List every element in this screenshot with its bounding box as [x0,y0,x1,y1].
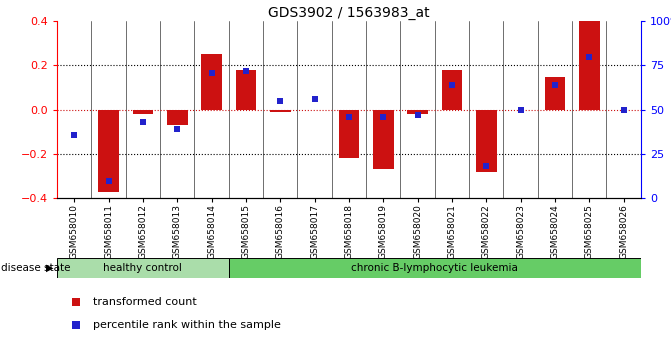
Point [412,112,423,118]
Point [275,98,286,104]
Text: healthy control: healthy control [103,263,183,273]
Title: GDS3902 / 1563983_at: GDS3902 / 1563983_at [268,6,429,20]
Point [69,132,80,137]
Text: chronic B-lymphocytic leukemia: chronic B-lymphocytic leukemia [352,263,518,273]
Bar [57,258,229,278]
Bar [339,110,359,159]
Point [515,107,526,113]
Bar [442,70,462,110]
Bar [133,110,153,114]
Point [378,114,389,120]
Bar [407,110,428,114]
Bar [98,110,119,192]
Point [309,96,320,102]
Text: ▶: ▶ [46,263,54,273]
Bar [270,110,291,112]
Point [103,178,114,183]
Text: percentile rank within the sample: percentile rank within the sample [93,320,281,330]
Point [584,54,595,59]
Text: disease state: disease state [1,263,70,273]
Point [618,107,629,113]
Point [206,70,217,75]
Bar [545,76,565,110]
Point [71,299,82,304]
Point [71,322,82,328]
Text: transformed count: transformed count [93,297,197,307]
Bar [201,55,222,110]
Point [344,114,354,120]
Point [447,82,458,88]
Bar [229,258,641,278]
Point [481,164,492,169]
Bar [236,70,256,110]
Point [240,68,251,74]
Point [550,82,560,88]
Bar [373,110,394,170]
Bar [167,110,187,125]
Bar [476,110,497,172]
Point [138,119,148,125]
Point [172,126,183,132]
Bar [579,21,600,110]
